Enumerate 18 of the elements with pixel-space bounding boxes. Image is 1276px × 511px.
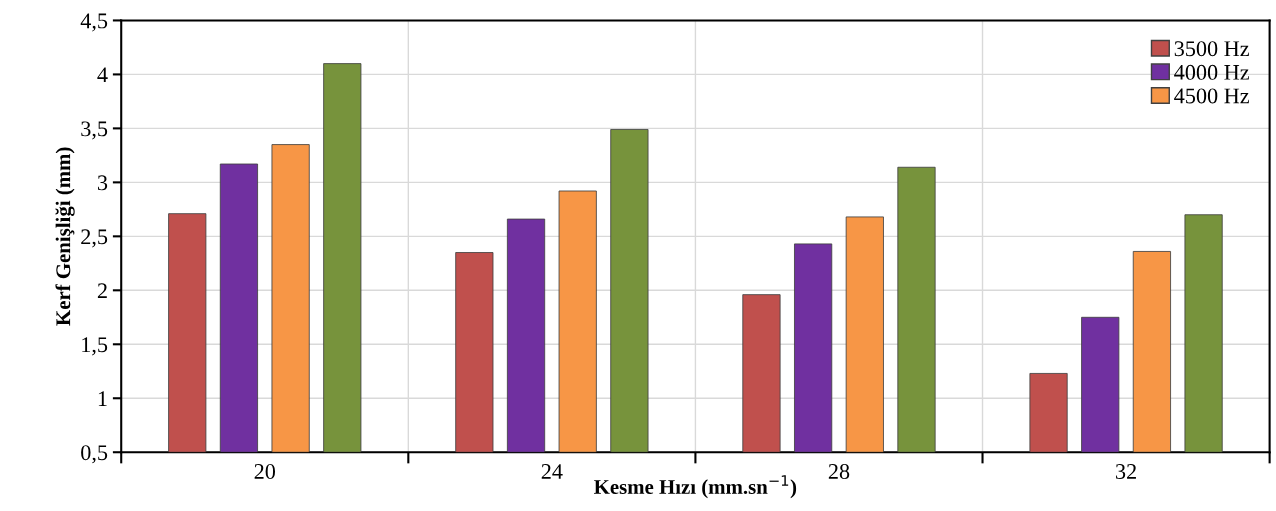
- y-tick-label: 1,5: [82, 337, 108, 356]
- y-tick-label: 2,5: [81, 229, 108, 248]
- x-tick-label: 20: [254, 463, 276, 479]
- y-tick-label: 4,5: [80, 13, 108, 32]
- y-tick-label: 3: [97, 175, 108, 191]
- y-axis-title: Kerf Genişliği (mm): [55, 147, 75, 326]
- x-axis-title: Kesme Hızı (mm.sn$^{−1}$): [594, 475, 797, 499]
- y-tick-label: 0,5: [81, 445, 108, 464]
- y-tick-label: 1: [98, 391, 107, 406]
- x-tick-label: 28: [828, 463, 850, 479]
- y-tick-label: 2: [97, 283, 107, 299]
- y-tick-label: 3,5: [81, 121, 108, 140]
- y-tick-label: 4: [97, 67, 108, 83]
- x-tick-label: 24: [541, 464, 563, 479]
- legend-label: 3500 Hz: [1174, 41, 1249, 57]
- legend-label: 4500 Hz: [1174, 88, 1249, 104]
- x-tick-label: 32: [1116, 464, 1136, 479]
- legend-label: 4000 Hz: [1174, 64, 1249, 80]
